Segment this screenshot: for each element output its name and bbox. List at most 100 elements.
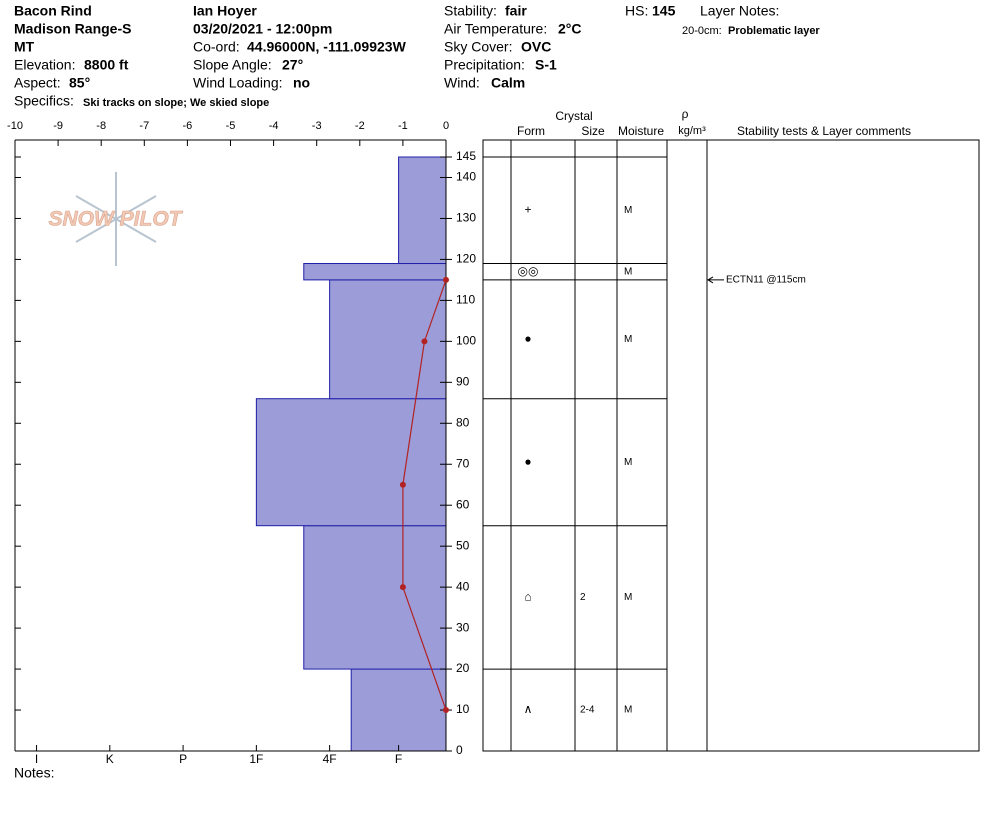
hardness-bar bbox=[350, 668, 447, 752]
height-tick-label: 10 bbox=[456, 702, 470, 716]
hardness-bar bbox=[303, 525, 447, 670]
field-value: 85° bbox=[69, 75, 90, 91]
field-value: no bbox=[293, 75, 310, 91]
hardness-tick-label: I bbox=[35, 752, 38, 766]
column-header: Crystal bbox=[555, 109, 592, 123]
hardness-bar bbox=[303, 263, 447, 281]
hardness-tick-label: 1F bbox=[249, 752, 263, 766]
field-value: 2°C bbox=[558, 21, 582, 37]
hardness-tick-label: F bbox=[395, 752, 402, 766]
crystal-form: ∧ bbox=[524, 702, 533, 716]
height-tick-label: 60 bbox=[456, 497, 470, 511]
column-header: Stability tests & Layer comments bbox=[737, 124, 911, 138]
crystal-form: ● bbox=[524, 454, 531, 468]
hardness-tick-label: P bbox=[179, 752, 187, 766]
range: Madison Range-S bbox=[14, 21, 131, 37]
height-tick-label: 20 bbox=[456, 661, 470, 675]
height-tick-label: 130 bbox=[456, 211, 476, 225]
hardness-tick-label: K bbox=[106, 752, 114, 766]
crystal-size: 2-4 bbox=[580, 705, 595, 716]
field-label: HS: bbox=[625, 3, 648, 19]
temperature-point bbox=[399, 584, 406, 591]
height-tick-label: 80 bbox=[456, 415, 470, 429]
temp-tick-label: -5 bbox=[226, 120, 236, 132]
temp-tick-label: -8 bbox=[96, 120, 106, 132]
column-header: kg/m³ bbox=[678, 125, 706, 137]
height-tick-label: 50 bbox=[456, 538, 470, 552]
test-arrow bbox=[707, 276, 724, 284]
temp-tick-label: -9 bbox=[53, 120, 63, 132]
observer: Ian Hoyer bbox=[193, 3, 257, 19]
moisture: M bbox=[624, 705, 632, 716]
field-label: Precipitation: bbox=[444, 57, 525, 73]
temperature-point bbox=[443, 707, 449, 714]
layer-table bbox=[482, 139, 980, 752]
crystal-size: 2 bbox=[580, 592, 586, 603]
field-value: Calm bbox=[491, 75, 525, 91]
height-tick-label: 0 bbox=[456, 743, 463, 757]
moisture: M bbox=[624, 266, 632, 277]
field-label: Aspect: bbox=[14, 75, 61, 91]
height-tick-label: 140 bbox=[456, 170, 476, 184]
field-label: Specifics: bbox=[14, 93, 74, 109]
hardness-tick-label: 4F bbox=[323, 752, 337, 766]
height-tick-label: 110 bbox=[456, 293, 475, 307]
hardness-bar bbox=[398, 156, 447, 265]
site: Bacon Rind bbox=[14, 3, 92, 19]
field-value: OVC bbox=[521, 39, 551, 55]
field-label: Sky Cover: bbox=[444, 39, 512, 55]
notes: Notes: bbox=[14, 765, 54, 781]
temp-tick-label: -6 bbox=[183, 120, 193, 132]
height-tick-label: 90 bbox=[456, 374, 470, 388]
crystal-form: ⌂ bbox=[524, 590, 531, 604]
column-header: Form bbox=[517, 124, 545, 138]
field-value: S-1 bbox=[535, 57, 557, 73]
field-label: Stability: bbox=[444, 3, 497, 19]
height-tick-label: 145 bbox=[456, 149, 476, 163]
layer-notes-label: Layer Notes: bbox=[700, 3, 779, 19]
crystal-form: ● bbox=[524, 331, 531, 345]
logo-text: SNOW PILOT bbox=[49, 208, 184, 231]
field-label: Wind: bbox=[444, 75, 480, 91]
height-tick-label: 30 bbox=[456, 620, 470, 634]
column-header: ρ bbox=[682, 107, 689, 121]
date: 03/20/2021 - 12:00pm bbox=[193, 21, 332, 37]
field-value: 145 bbox=[652, 3, 676, 19]
temperature-point bbox=[443, 276, 449, 283]
field-value: 27° bbox=[282, 57, 303, 73]
temperature-point bbox=[421, 338, 428, 345]
crystal-form: ◎◎ bbox=[518, 264, 539, 278]
state: MT bbox=[14, 39, 35, 55]
crystal-form: + bbox=[524, 202, 531, 216]
layer-notes-text: Problematic layer bbox=[728, 25, 820, 37]
column-header: Size bbox=[581, 124, 605, 138]
field-value: fair bbox=[505, 3, 527, 19]
field-label: Elevation: bbox=[14, 57, 75, 73]
height-tick-label: 70 bbox=[456, 456, 470, 470]
height-tick-label: 40 bbox=[456, 579, 470, 593]
field-label: Air Temperature: bbox=[444, 21, 547, 37]
hardness-bar bbox=[329, 279, 447, 400]
height-tick-label: 100 bbox=[456, 334, 476, 348]
moisture: M bbox=[624, 457, 632, 468]
temp-tick-label: -4 bbox=[269, 120, 279, 132]
temperature-point bbox=[399, 481, 406, 488]
field-label: Slope Angle: bbox=[193, 57, 272, 73]
column-header: Moisture bbox=[618, 124, 664, 138]
field-label: Wind Loading: bbox=[193, 75, 283, 91]
field-value: Ski tracks on slope; We skied slope bbox=[83, 97, 269, 109]
moisture: M bbox=[624, 205, 632, 216]
stability-test: ECTN11 @115cm bbox=[726, 275, 806, 286]
temp-tick-label: -10 bbox=[7, 120, 23, 132]
temp-tick-label: -7 bbox=[139, 120, 149, 132]
height-tick-label: 120 bbox=[456, 252, 476, 266]
temp-tick-label: -3 bbox=[312, 120, 322, 132]
table-columns bbox=[510, 140, 708, 751]
temp-tick-label: -2 bbox=[355, 120, 365, 132]
moisture: M bbox=[624, 334, 632, 345]
field-label: Co-ord: bbox=[193, 39, 240, 55]
field-value: 44.96000N, -111.09923W bbox=[247, 39, 407, 55]
layer-notes-range: 20-0cm: bbox=[682, 25, 722, 37]
moisture: M bbox=[624, 592, 632, 603]
